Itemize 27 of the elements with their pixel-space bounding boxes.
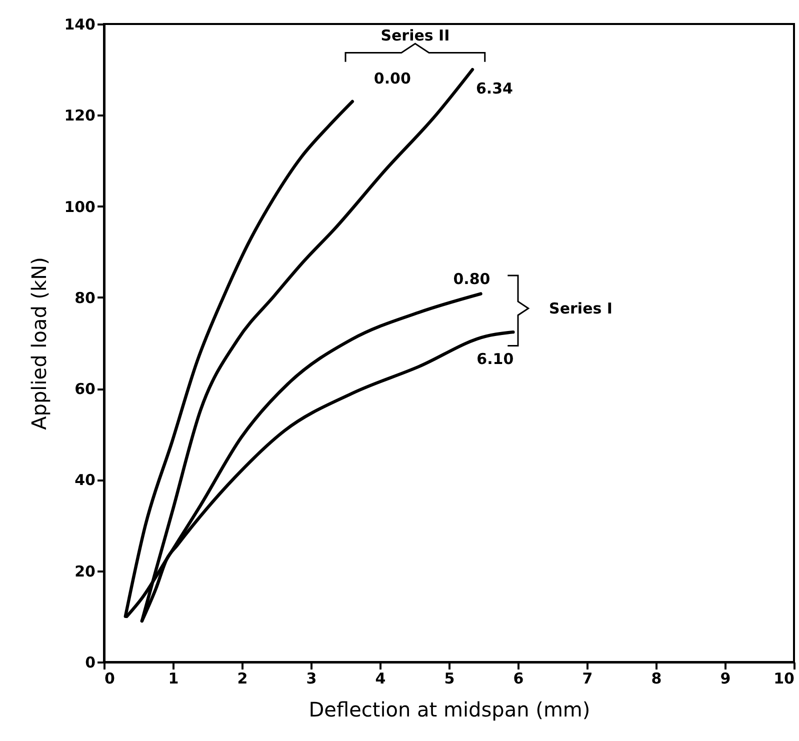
y-tick-label: 20 (74, 562, 96, 580)
y-tick-label: 80 (74, 288, 96, 307)
x-tick-label: 4 (375, 670, 386, 688)
annotation: Series I (549, 299, 612, 318)
series-label: 0.00 (374, 69, 411, 88)
y-tick-label: 120 (64, 106, 96, 125)
series-label: 6.34 (476, 80, 513, 98)
x-tick-label: 0 (104, 670, 115, 688)
x-tick-label: 7 (582, 670, 593, 688)
y-tick-label: 0 (85, 654, 96, 672)
series-label: 0.80 (453, 270, 490, 288)
y-tick-label: 140 (64, 16, 96, 34)
x-tick-label: 1 (168, 670, 179, 688)
x-tick-label: 8 (651, 670, 662, 688)
series-label: 6.10 (476, 350, 514, 368)
x-tick-label: 3 (306, 670, 317, 688)
x-tick-label: 6 (513, 670, 524, 688)
x-tick-label: 9 (720, 670, 731, 688)
y-tick-label: 100 (64, 198, 96, 216)
annotation: Series II (380, 26, 450, 44)
y-tick-label: 60 (74, 380, 96, 398)
x-tick-label: 5 (444, 670, 455, 688)
y-tick-label: 40 (74, 471, 96, 490)
y-axis-title: Applied load (kN) (27, 257, 52, 430)
x-tick-label: 10 (774, 670, 794, 688)
x-tick-label: 2 (237, 670, 248, 688)
x-axis-title: Deflection at midspan (mm) (308, 698, 590, 722)
